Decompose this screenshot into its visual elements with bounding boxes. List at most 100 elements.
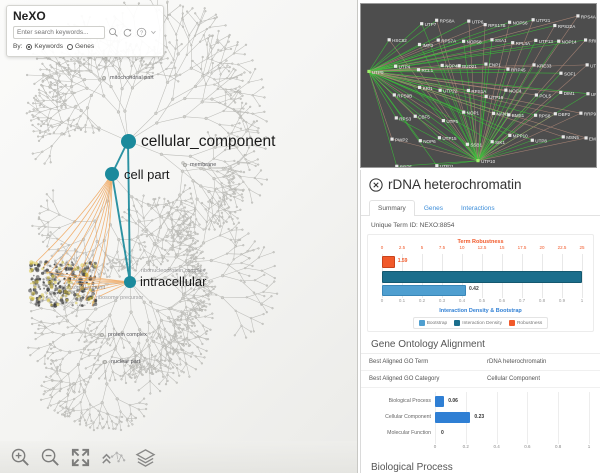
row-key: Best Aligned GO Term bbox=[369, 359, 429, 365]
radio-genes[interactable]: Genes bbox=[66, 43, 95, 50]
node-cell-part[interactable] bbox=[105, 167, 119, 181]
svg-text:NOP6: NOP6 bbox=[423, 139, 436, 144]
network-toolbar[interactable] bbox=[0, 441, 357, 473]
legend-item: Robustness bbox=[508, 320, 542, 326]
axis-tick: 0 bbox=[380, 298, 384, 303]
svg-text:SSB1: SSB1 bbox=[470, 143, 482, 148]
unique-term-id: Unique Term ID: NEXO:8854 bbox=[371, 222, 455, 229]
chart-title-term-robustness: Term Robustness bbox=[457, 239, 504, 245]
svg-text:ENP1: ENP1 bbox=[489, 62, 501, 67]
ontology-tree-graphic[interactable] bbox=[0, 0, 358, 473]
legend-item: Interaction Density bbox=[454, 320, 502, 326]
svg-text:UTP7: UTP7 bbox=[425, 22, 437, 27]
bar-robustness bbox=[382, 256, 395, 268]
svg-text:RCL1: RCL1 bbox=[421, 68, 433, 73]
collapse-icon[interactable] bbox=[100, 447, 126, 468]
svg-text:CBF5: CBF5 bbox=[418, 115, 430, 120]
gridline bbox=[589, 392, 590, 444]
svg-text:UTP15: UTP15 bbox=[442, 136, 457, 141]
gridline bbox=[527, 392, 529, 444]
axis-tick: 0.3 bbox=[438, 298, 446, 303]
axis-tick: 22.5 bbox=[557, 245, 567, 250]
svg-text:UTP5: UTP5 bbox=[446, 119, 458, 124]
axis-tick: 7.5 bbox=[438, 245, 446, 250]
svg-text:UTP10: UTP10 bbox=[481, 159, 496, 164]
bar-value-bootstrap: 0.42 bbox=[469, 286, 479, 292]
svg-text:SSA1: SSA1 bbox=[495, 38, 507, 43]
close-circle-icon[interactable] bbox=[369, 177, 383, 192]
axis-tick: 0.7 bbox=[518, 298, 526, 303]
svg-text:POL5: POL5 bbox=[539, 93, 551, 98]
svg-text:MPP10: MPP10 bbox=[513, 134, 528, 139]
row-key: Best Aligned GO Category bbox=[369, 376, 440, 382]
node-protein-complex[interactable] bbox=[100, 333, 104, 337]
svg-text:UTP11: UTP11 bbox=[440, 164, 454, 168]
svg-text:RPS1A: RPS1A bbox=[471, 89, 487, 94]
bar-interaction-density bbox=[382, 271, 582, 283]
axis-tick: 1 bbox=[580, 298, 584, 303]
chart-legend: Bootstrap Interaction Density Robustness bbox=[412, 317, 549, 329]
table-row-best-aligned-term: Best Aligned GO Term rDNA heterochromati… bbox=[361, 354, 600, 371]
category-label: Molecular Function bbox=[387, 430, 431, 436]
tab-interactions[interactable]: Interactions bbox=[460, 205, 495, 212]
bar-value-robustness: 1.59 bbox=[397, 258, 408, 264]
node-nuclear-part[interactable] bbox=[103, 360, 107, 364]
tab-summary[interactable]: Summary bbox=[369, 200, 415, 216]
row-value: Cellular Component bbox=[487, 376, 541, 382]
svg-text:NOP1: NOP1 bbox=[467, 111, 480, 116]
svg-text:SIK1: SIK1 bbox=[495, 140, 505, 145]
axis-tick: 2.5 bbox=[398, 245, 406, 250]
chart-xlabel: Interaction Density & Bootstrap bbox=[439, 308, 522, 314]
svg-text:URB1: URB1 bbox=[591, 92, 596, 97]
chevron-down-icon[interactable] bbox=[150, 26, 157, 39]
tab-bar[interactable]: Summary Genes Interactions bbox=[361, 199, 600, 216]
axis-tick: 0.8 bbox=[555, 444, 562, 449]
search-panel[interactable]: NeXO ? By: Keywords bbox=[6, 5, 164, 57]
legend-swatch bbox=[418, 320, 425, 326]
axis-tick: 0.2 bbox=[418, 298, 426, 303]
axis-tick: 17.5 bbox=[517, 245, 527, 250]
radio-keywords[interactable]: Keywords bbox=[26, 43, 63, 50]
robustness-plot: 1.59 0.42 bbox=[372, 254, 589, 298]
fit-screen-icon[interactable] bbox=[70, 447, 91, 468]
zoom-out-icon[interactable] bbox=[40, 447, 61, 468]
svg-text:RPS7A: RPS7A bbox=[441, 38, 457, 43]
gridline bbox=[496, 392, 498, 444]
node-intracellular[interactable] bbox=[124, 276, 136, 288]
node-cellular-component[interactable] bbox=[121, 134, 136, 149]
svg-text:SOF1: SOF1 bbox=[564, 72, 576, 77]
svg-text:UTP8: UTP8 bbox=[535, 139, 547, 144]
svg-text:NOP14: NOP14 bbox=[562, 40, 577, 45]
svg-text:RPS8: RPS8 bbox=[539, 114, 551, 119]
node-mitochondrial-part[interactable] bbox=[102, 76, 106, 80]
axis-tick: 0.4 bbox=[458, 298, 466, 303]
search-icon[interactable] bbox=[108, 26, 119, 39]
layers-icon[interactable] bbox=[135, 447, 156, 468]
row-value: rDNA heterochromatin bbox=[487, 359, 547, 365]
info-header: rDNA heterochromatin bbox=[361, 170, 600, 195]
search-input[interactable] bbox=[13, 26, 105, 39]
zoom-in-icon[interactable] bbox=[10, 447, 31, 468]
tab-genes[interactable]: Genes bbox=[423, 205, 443, 212]
refresh-icon[interactable] bbox=[122, 26, 133, 39]
svg-text:RRP9: RRP9 bbox=[584, 112, 596, 117]
svg-text:KRE33: KRE33 bbox=[537, 63, 552, 68]
help-icon[interactable]: ? bbox=[136, 26, 147, 39]
svg-text:RPS9B: RPS9B bbox=[397, 93, 412, 98]
gene-interaction-network[interactable]: UTP9 UTP7 RPS8A UTP6 RPS17B NOP56 UTP21 RPS22A R… bbox=[360, 3, 597, 168]
svg-text:NOP56: NOP56 bbox=[513, 21, 528, 26]
bar-bootstrap bbox=[382, 285, 466, 296]
page-title: rDNA heterochromatin bbox=[388, 177, 522, 192]
term-info-panel[interactable]: rDNA heterochromatin Summary Genes Inter… bbox=[360, 170, 600, 473]
ontology-network-panel[interactable]: cellular_component cell part intracellul… bbox=[0, 0, 358, 473]
category-label: Biological Process bbox=[388, 398, 431, 404]
radio-genes-label: Genes bbox=[74, 43, 95, 50]
svg-text:NOP58: NOP58 bbox=[467, 40, 482, 45]
node-membrane[interactable] bbox=[183, 163, 187, 167]
go-chart-axis: 0 0.2 0.4 0.6 0.8 1 bbox=[369, 444, 592, 453]
bar-value: 0.06 bbox=[448, 398, 458, 404]
svg-text:RRP45: RRP45 bbox=[511, 68, 526, 73]
svg-text:RPS8A: RPS8A bbox=[440, 19, 456, 24]
bar-value: 0.23 bbox=[474, 414, 485, 420]
